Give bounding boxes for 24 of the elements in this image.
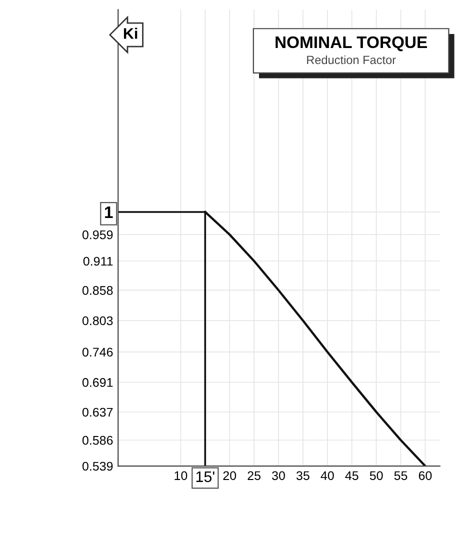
x-tick-label: 55 [394, 471, 408, 480]
x-tick-label: 30 [272, 471, 285, 480]
x-tick-label: 35 [296, 471, 310, 480]
x-tick-label: 45 [345, 471, 358, 480]
y-tick-label: 0.858 [82, 286, 113, 295]
y-tick-label: 1 [105, 206, 113, 218]
y-tick-label: 0.691 [82, 378, 113, 387]
y-tick-label: 0.746 [82, 348, 113, 357]
x-tick-label: 50 [370, 471, 383, 480]
text: NOMINAL TORQUE [276, 36, 427, 52]
x-tick-label: 25 [248, 471, 260, 480]
y-axis-title: Ki [124, 28, 138, 39]
x-tick-label: 40 [320, 471, 334, 480]
y-tick-label: 0.539 [82, 462, 113, 471]
x-tick-label: 20 [223, 471, 236, 480]
y-tick-label: 0.959 [82, 230, 113, 240]
text: Reduction Factor [307, 55, 396, 64]
x-tick-label: 60 [418, 471, 432, 480]
y-tick-label: 0.637 [82, 408, 113, 417]
y-tick-label: 0.911 [83, 256, 113, 266]
x-tick-label: 10 [174, 471, 188, 480]
x-tick-label: 15' [196, 471, 214, 482]
y-tick-label: 0.586 [82, 436, 113, 445]
y-tick-label: 0.803 [82, 316, 113, 326]
